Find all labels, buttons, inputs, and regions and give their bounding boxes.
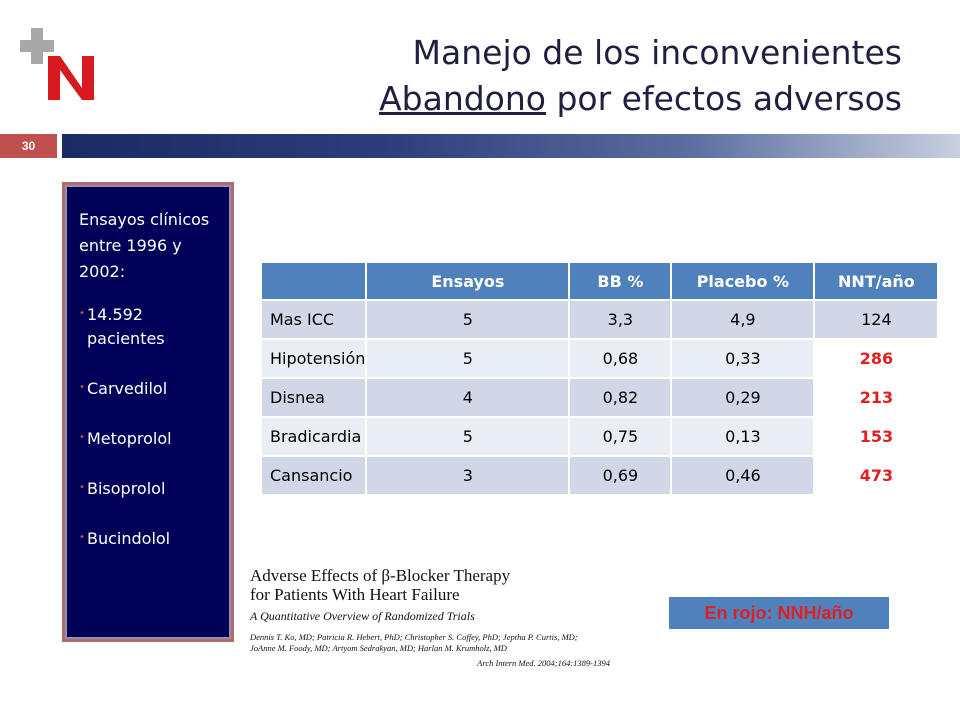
cell-ensayos: 4 (366, 377, 571, 417)
slide-number: 30 (21, 139, 36, 153)
row-label: Hipotensión (262, 338, 368, 378)
reference-journal: Arch Intern Med. 2004;164:1389-1394 (477, 658, 610, 668)
cell-placebo: 0,33 (671, 338, 816, 378)
reference-authors-line-2: JoAnne M. Foody, MD; Artyom Sedrakyan, M… (250, 643, 507, 653)
header-cell-placebo: Placebo % (671, 263, 816, 300)
reference-title-line-1: Adverse Effects of β-Blocker Therapy (250, 566, 511, 585)
header-cell-ensayos: Ensayos (366, 263, 571, 300)
row-label: Cansancio (262, 455, 368, 494)
sidebar-item-metoprolol: Metoprolol (79, 426, 221, 451)
reference-title-line-2: for Patients With Heart Failure (250, 585, 460, 604)
header-gradient-bar (62, 134, 960, 158)
sidebar-item-carvedilol: Carvedilol (79, 376, 221, 401)
cell-ensayos: 5 (366, 299, 571, 339)
sidebar-item-bisoprolol: Bisoprolol (79, 476, 221, 501)
cell-nnh: 213 (814, 377, 940, 417)
header-cell-bb: BB % (569, 263, 673, 300)
row-label: Disnea (262, 377, 368, 417)
cell-placebo: 4,9 (671, 299, 816, 339)
cell-bb: 0,75 (569, 416, 673, 456)
row-label: Mas ICC (262, 299, 368, 339)
adverse-effects-table: Ensayos BB % Placebo % NNT/año Mas ICC 5… (262, 263, 940, 494)
reference-authors-line-1: Dennis T. Ko, MD; Patricia R. Hebert, Ph… (250, 632, 578, 642)
title-underlined-word: Abandono (379, 79, 546, 118)
slide-number-badge: 30 (0, 134, 57, 158)
cell-ensayos: 5 (366, 338, 571, 378)
title-line-2-rest: por efectos adversos (545, 79, 902, 118)
table-row: Hipotensión 5 0,68 0,33 286 (262, 338, 940, 378)
cell-bb: 3,3 (569, 299, 673, 339)
table-row: Disnea 4 0,82 0,29 213 (262, 377, 940, 417)
cell-nnh: 153 (814, 416, 940, 456)
cell-bb: 0,82 (569, 377, 673, 417)
cell-bb: 0,69 (569, 455, 673, 494)
page-title: Manejo de los inconvenientes Abandono po… (379, 30, 902, 122)
sidebar-panel: Ensayos clínicos entre 1996 y 2002: 14.5… (62, 182, 234, 642)
header-cell-label (262, 263, 368, 300)
cell-nnh: 473 (814, 455, 940, 494)
cell-ensayos: 5 (366, 416, 571, 456)
cell-bb: 0,68 (569, 338, 673, 378)
cell-placebo: 0,46 (671, 455, 816, 494)
reference-citation-image: Adverse Effects of β-Blocker Therapy for… (250, 566, 630, 668)
title-line-2: Abandono por efectos adversos (379, 76, 902, 122)
legend-box: En rojo: NNH/año (669, 597, 889, 629)
row-label: Bradicardia (262, 416, 368, 456)
cell-ensayos: 3 (366, 455, 571, 494)
cell-placebo: 0,29 (671, 377, 816, 417)
header-cell-nnt: NNT/año (814, 263, 940, 300)
table-row: Mas ICC 5 3,3 4,9 124 (262, 299, 940, 339)
brand-logo (20, 28, 94, 100)
table-row: Bradicardia 5 0,75 0,13 153 (262, 416, 940, 456)
cell-nnt: 124 (814, 299, 940, 339)
table-header-row: Ensayos BB % Placebo % NNT/año (262, 263, 940, 300)
sidebar-item-bucindolol: Bucindolol (79, 526, 221, 551)
sidebar-item-patients: 14.592 pacientes (79, 302, 221, 351)
reference-subtitle: A Quantitative Overview of Randomized Tr… (250, 609, 475, 623)
table-row: Cansancio 3 0,69 0,46 473 (262, 455, 940, 494)
title-line-1: Manejo de los inconvenientes (412, 33, 902, 72)
sidebar-intro: Ensayos clínicos entre 1996 y 2002: (79, 210, 210, 281)
cell-placebo: 0,13 (671, 416, 816, 456)
cell-nnh: 286 (814, 338, 940, 378)
